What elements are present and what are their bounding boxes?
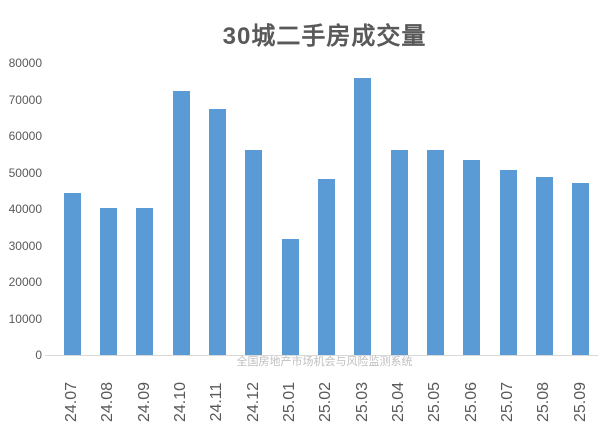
x-axis-tick: 25.05 xyxy=(417,358,453,438)
bar-slot xyxy=(381,63,417,355)
y-axis-tick-label: 40000 xyxy=(8,202,42,216)
bar-25.04 xyxy=(390,150,408,355)
y-axis-tick-label: 50000 xyxy=(8,165,42,180)
bar-24.07 xyxy=(63,193,81,355)
bar-25.06 xyxy=(463,160,481,355)
bar-25.09 xyxy=(572,183,590,355)
y-axis-tick-label: 70000 xyxy=(8,92,42,107)
bar-slot xyxy=(199,63,235,355)
bar-24.10 xyxy=(172,91,190,355)
x-axis-tick-label: 24.11 xyxy=(208,382,226,422)
x-axis-tick-label: 25.03 xyxy=(353,381,371,423)
bar-slot xyxy=(417,63,453,355)
bar-slot xyxy=(163,63,199,355)
bar-25.03 xyxy=(354,78,372,355)
y-axis-tick-label: 80000 xyxy=(8,56,42,70)
y-axis-tick-label: 0 xyxy=(35,348,42,362)
bar-slot xyxy=(236,63,272,355)
bar-25.02 xyxy=(317,179,335,355)
x-axis-tick-label: 25.04 xyxy=(390,381,408,423)
x-axis: 24.07 24.08 24.09 24.10 24.11 24.12 25.01 25.02… xyxy=(54,358,599,438)
bar-25.01 xyxy=(281,239,299,355)
bar-25.08 xyxy=(535,177,553,355)
x-axis-tick-label: 25.07 xyxy=(499,381,517,423)
x-axis-line xyxy=(45,355,598,356)
x-axis-tick: 25.07 xyxy=(490,358,526,438)
bar-25.05 xyxy=(426,150,444,355)
x-axis-tick-label: 25.06 xyxy=(462,381,480,423)
x-axis-tick: 24.10 xyxy=(163,358,199,438)
x-axis-tick: 25.03 xyxy=(345,358,381,438)
x-axis-tick: 24.07 xyxy=(54,358,90,438)
x-axis-tick: 25.08 xyxy=(526,358,562,438)
x-axis-tick: 25.09 xyxy=(563,358,599,438)
x-axis-tick: 24.08 xyxy=(90,358,126,438)
x-axis-tick: 25.04 xyxy=(381,358,417,438)
x-axis-tick: 25.01 xyxy=(272,358,308,438)
x-axis-tick: 25.06 xyxy=(454,358,490,438)
bar-slot xyxy=(308,63,344,355)
bar-slot xyxy=(127,63,163,355)
y-axis-tick-label: 20000 xyxy=(8,275,42,289)
x-axis-tick-label: 25.01 xyxy=(281,381,299,423)
bar-slot xyxy=(490,63,526,355)
bar-24.09 xyxy=(136,208,154,355)
x-axis-tick: 24.12 xyxy=(236,358,272,438)
y-axis: 0 10000 20000 30000 40000 50000 60000 70000 8000… xyxy=(0,56,42,362)
bar-25.07 xyxy=(499,170,517,355)
x-axis-tick-label: 25.09 xyxy=(571,381,589,423)
y-axis-tick-label: 10000 xyxy=(8,311,42,326)
x-axis-tick-label: 25.08 xyxy=(535,381,553,423)
x-axis-tick: 24.09 xyxy=(127,358,163,438)
x-axis-tick-label: 24.07 xyxy=(63,381,81,423)
bar-slot xyxy=(90,63,126,355)
x-axis-tick-label: 25.05 xyxy=(426,381,444,423)
y-axis-tick-label: 30000 xyxy=(8,238,42,253)
x-axis-tick-label: 24.08 xyxy=(99,381,117,423)
x-axis-tick-label: 25.02 xyxy=(317,381,335,423)
x-axis-tick: 24.11 xyxy=(199,358,235,438)
x-axis-tick-label: 24.09 xyxy=(135,381,153,423)
plot-area xyxy=(54,63,599,355)
chart-title: 30城二手房成交量 xyxy=(222,23,427,50)
bar-slot xyxy=(563,63,599,355)
y-axis-tick-label: 60000 xyxy=(8,129,42,143)
x-axis-tick-label: 24.10 xyxy=(172,381,190,423)
bar-slot xyxy=(454,63,490,355)
bar-24.08 xyxy=(99,208,117,355)
bar-24.11 xyxy=(208,109,226,355)
bar-slot xyxy=(272,63,308,355)
bar-slot xyxy=(54,63,90,355)
bar-slot xyxy=(526,63,562,355)
bar-24.12 xyxy=(245,150,263,355)
x-axis-tick: 25.02 xyxy=(308,358,344,438)
bar-slot xyxy=(345,63,381,355)
x-axis-tick-label: 24.12 xyxy=(244,381,262,423)
